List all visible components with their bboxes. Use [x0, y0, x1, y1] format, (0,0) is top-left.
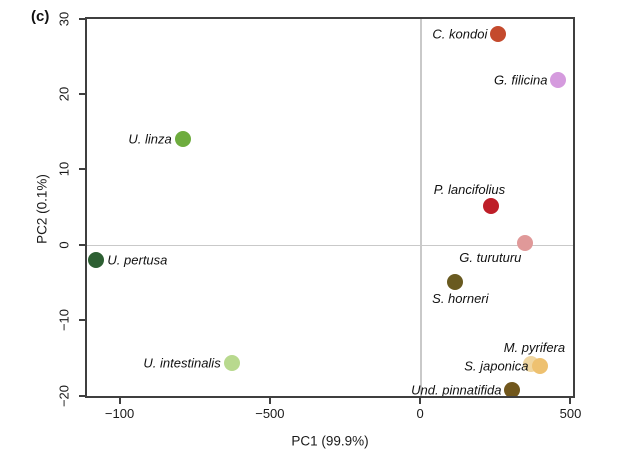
- y-axis-tick: [79, 92, 85, 95]
- point-label-s-japonica: S. japonica: [464, 358, 529, 374]
- point-label-g-turuturu: G. turuturu: [459, 249, 522, 265]
- x-axis-tick-label: 0: [416, 406, 424, 421]
- point-label-c-kondoi: C. kondoi: [432, 26, 488, 42]
- y-axis-tick: [79, 319, 85, 322]
- data-point-g-turuturu: [517, 234, 534, 251]
- point-label-p-lancifolius: P. lancifolius: [433, 181, 506, 197]
- y-axis-tick: [79, 394, 85, 397]
- data-point-g-filicina: [550, 71, 567, 88]
- y-axis-tick: [79, 17, 85, 20]
- x-zero-reference-line: [420, 17, 422, 398]
- x-axis-tick: [569, 398, 572, 404]
- point-label-und-pinnatifida: Und. pinnatifida: [411, 382, 502, 398]
- x-axis-tick: [268, 398, 271, 404]
- x-axis-tick-label: −100: [104, 406, 135, 421]
- x-axis-title: PC1 (99.9%): [291, 433, 369, 449]
- point-label-u-intestinalis: U. intestinalis: [143, 355, 221, 371]
- y-axis-title: PC2 (0.1%): [34, 174, 50, 244]
- data-point-u-linza: [174, 131, 191, 148]
- point-label-m-pyrifera: M. pyrifera: [503, 340, 566, 356]
- data-point-u-pertusa: [88, 251, 105, 268]
- y-axis-tick-label: 20: [56, 86, 72, 102]
- x-axis-tick-label: 500: [559, 406, 582, 421]
- y-axis-tick-label: −10: [56, 309, 72, 332]
- y-axis-tick: [79, 243, 85, 246]
- y-axis-tick-label: −20: [56, 384, 72, 407]
- data-point-und-pinnatifida: [504, 381, 521, 398]
- plot-area: −100 −500 0 500 30 20 10 0 −10 −20 C. kondoi G. fil…: [57, 11, 582, 421]
- point-label-g-filicina: G. filicina: [494, 72, 548, 88]
- data-point-s-japonica: [531, 357, 548, 374]
- panel-label: (c): [31, 8, 50, 25]
- y-axis-tick-label: 0: [56, 241, 72, 249]
- data-point-p-lancifolius: [483, 197, 500, 214]
- y-axis-tick: [79, 168, 85, 171]
- point-label-u-pertusa: U. pertusa: [107, 252, 168, 268]
- data-point-s-horneri: [447, 273, 464, 290]
- point-label-s-horneri: S. horneri: [432, 290, 489, 306]
- x-axis-tick-label: −500: [255, 406, 285, 421]
- y-axis-tick-label: 10: [56, 162, 72, 177]
- data-point-u-intestinalis: [223, 354, 240, 371]
- data-point-c-kondoi: [490, 26, 507, 43]
- x-axis-tick: [419, 398, 422, 404]
- y-zero-reference-line: [85, 244, 575, 247]
- y-axis-tick-label: 30: [56, 11, 72, 26]
- point-label-u-linza: U. linza: [128, 131, 172, 147]
- x-axis-tick: [118, 398, 121, 404]
